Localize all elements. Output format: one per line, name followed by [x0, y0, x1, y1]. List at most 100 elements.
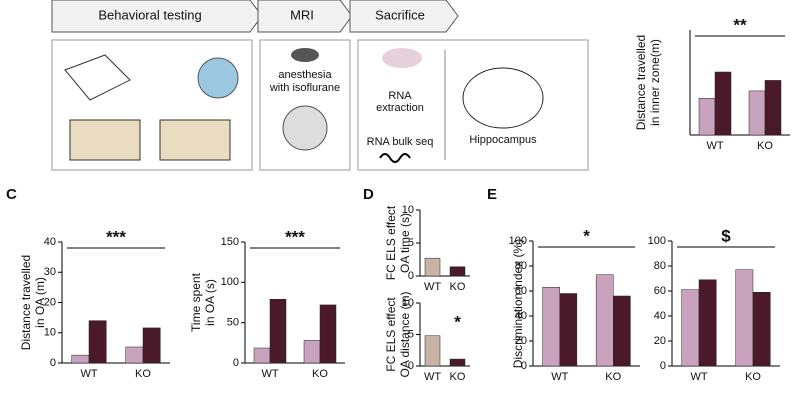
y-tick-label: 100 [221, 276, 239, 288]
y-tick-label: 10 [44, 327, 56, 339]
y-tick-label: 20 [654, 335, 666, 347]
y-axis-label: in OA (m) [33, 277, 47, 328]
y-tick-label: 0 [408, 270, 414, 282]
y-axis-label: OA time (s) [398, 213, 412, 273]
annotation: * [583, 226, 590, 245]
y-tick-label: 40 [44, 236, 56, 248]
bar [559, 293, 578, 367]
step-label: Sacrifice [375, 7, 425, 22]
note: RNA bulk seq [367, 136, 434, 148]
y-axis-label: Distance travelled [634, 35, 648, 130]
y-axis-label: Time spent [189, 272, 203, 332]
x-tick-label: KO [745, 371, 761, 383]
y-tick-label: 10 [402, 297, 414, 309]
bar [142, 327, 161, 364]
panel-letter: C [6, 186, 17, 203]
step-arrow [257, 0, 353, 33]
x-tick-label: KO [312, 368, 328, 380]
note: Hippocampus [469, 134, 537, 146]
y-tick-label: 60 [515, 285, 527, 297]
y-tick-label: 80 [654, 260, 666, 272]
step-label: Behavioral testing [98, 7, 201, 22]
bar [698, 279, 717, 367]
y-tick-label: 10 [402, 204, 414, 216]
x-tick-label: KO [450, 281, 466, 293]
y-tick-label: 80 [515, 260, 527, 272]
note: RNA [388, 90, 412, 102]
x-tick-label: WT [706, 140, 723, 152]
bar [613, 295, 631, 367]
section-icon [462, 67, 544, 129]
bar [735, 269, 754, 367]
y-tick-label: 60 [654, 285, 666, 297]
step-arrow [51, 0, 263, 33]
note: anesthesia [278, 69, 332, 81]
bar [748, 90, 766, 136]
bar [714, 71, 732, 136]
annotation: ** [733, 15, 747, 34]
x-tick-label: KO [757, 140, 773, 152]
bar [449, 266, 466, 277]
brain-icon [382, 48, 422, 68]
step-arrow [349, 0, 459, 33]
y-tick-label: 20 [44, 296, 56, 308]
annotation: *** [106, 227, 126, 246]
y-tick-label: 5 [408, 328, 414, 340]
mri-icon [282, 105, 328, 151]
bar [681, 289, 700, 367]
y-axis-label: OA distance (m) [398, 291, 412, 377]
arena-icon [69, 119, 141, 161]
arena-icon [159, 119, 231, 161]
y-tick-label: 0 [521, 360, 527, 372]
y-tick-label: 40 [654, 310, 666, 322]
y-tick-label: 100 [509, 235, 527, 247]
y-tick-label: 0 [50, 357, 56, 369]
maze-icon [64, 54, 131, 101]
bar [319, 304, 337, 364]
bar [303, 340, 321, 364]
bar [424, 257, 441, 277]
x-tick-label: WT [551, 371, 568, 383]
x-tick-label: WT [80, 368, 97, 380]
step-label: MRI [290, 7, 314, 22]
x-tick-label: WT [424, 371, 441, 383]
annotation: $ [721, 226, 731, 245]
bar [595, 274, 614, 367]
y-axis-label: Discrimination index (%) [511, 239, 525, 368]
bar [125, 346, 144, 364]
x-tick-label: WT [424, 281, 441, 293]
bar [698, 98, 716, 136]
y-tick-label: 0 [660, 360, 666, 372]
y-axis-label: FC ELS effect [384, 205, 398, 280]
bar [88, 320, 107, 364]
x-tick-label: WT [690, 371, 707, 383]
water-maze-icon [197, 57, 239, 99]
y-tick-label: 40 [515, 310, 527, 322]
y-tick-label: 0 [233, 357, 239, 369]
panel-box [259, 39, 351, 171]
panel-box [357, 39, 589, 171]
bar [424, 335, 441, 367]
y-tick-label: 50 [227, 317, 239, 329]
y-axis-label: FC ELS effect [384, 297, 398, 372]
y-tick-label: 30 [44, 266, 56, 278]
y-tick-label: 5 [408, 237, 414, 249]
note: with isoflurane [269, 82, 340, 94]
bar [449, 358, 466, 367]
x-tick-label: KO [450, 371, 466, 383]
y-tick-label: 20 [515, 335, 527, 347]
bar [71, 354, 90, 364]
annotation: * [454, 312, 461, 331]
mouse-icon [291, 48, 319, 62]
panel-box [51, 39, 253, 171]
panel-letter: E [487, 186, 497, 203]
y-axis-label: in inner zone(m) [648, 39, 662, 126]
y-tick-label: 150 [221, 236, 239, 248]
y-axis-label: Distance travelled [19, 255, 33, 350]
bar [253, 347, 271, 364]
bar [269, 299, 287, 364]
x-tick-label: WT [261, 368, 278, 380]
y-tick-label: 100 [648, 235, 666, 247]
bar [752, 292, 771, 367]
